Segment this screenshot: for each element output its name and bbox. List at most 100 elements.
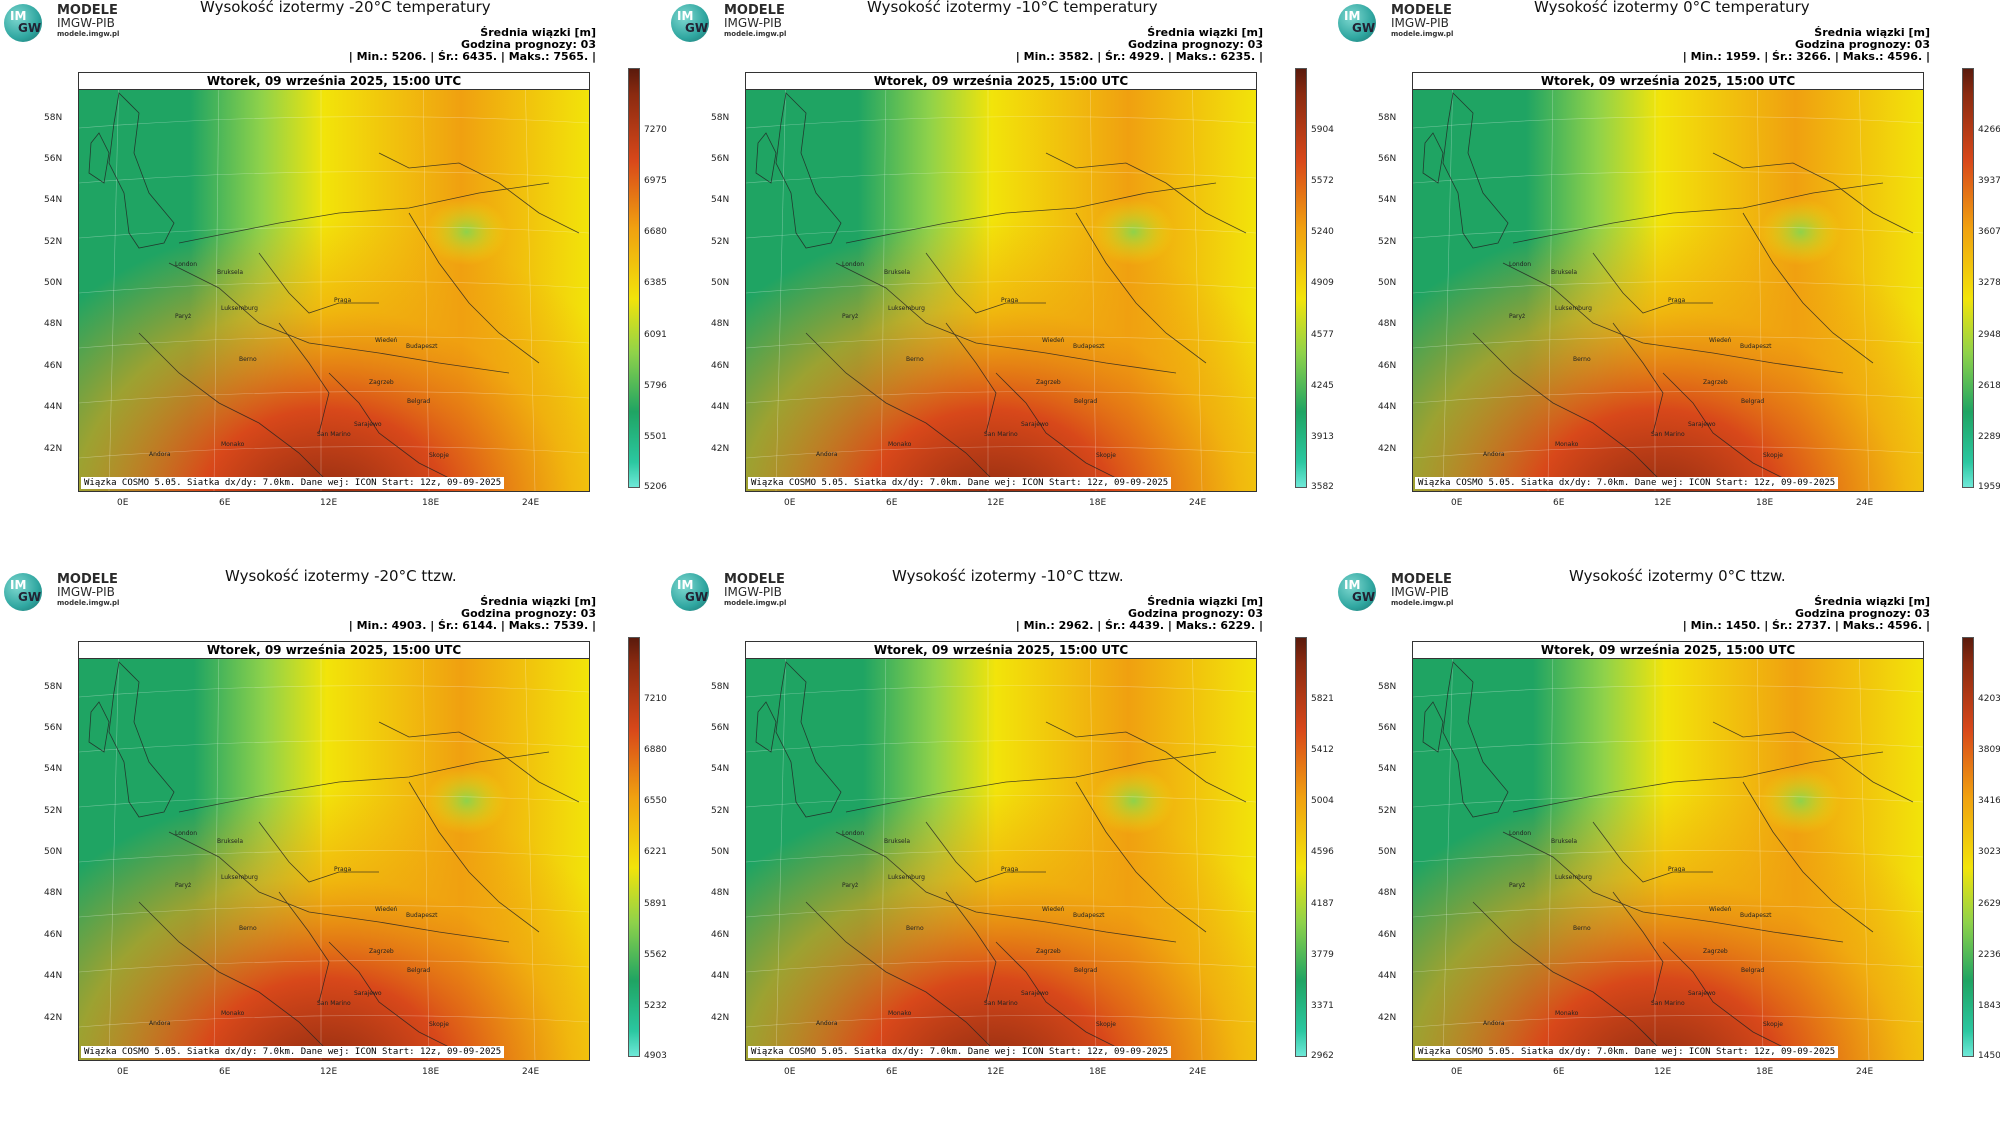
colorbar-tick-label: 7270 bbox=[644, 125, 667, 135]
imgw-logo-mark: IM GW bbox=[4, 4, 42, 42]
city-label: London bbox=[1509, 261, 1531, 268]
city-label: Andora bbox=[1483, 451, 1505, 458]
longitude-label: 12E bbox=[987, 498, 1005, 508]
colorbar-tick-label: 3278 bbox=[1978, 278, 2000, 288]
colorbar-tick-label: 4245 bbox=[1311, 381, 1334, 391]
colorbar-tick-label: 4187 bbox=[1311, 899, 1334, 909]
colorbar-tick-label: 2962 bbox=[1311, 1051, 1334, 1061]
latitude-label: 44N bbox=[1378, 971, 1397, 981]
latitude-label: 58N bbox=[44, 682, 63, 692]
longitude-label: 24E bbox=[522, 498, 540, 508]
forecast-hour: Godzina prognozy: 03 bbox=[1795, 38, 1930, 51]
logo-subtitle: IMGW-PIB bbox=[724, 16, 782, 30]
colorbar bbox=[628, 637, 640, 1057]
imgw-logo[interactable]: IM GW MODELE IMGW-PIB modele.imgw.pl bbox=[1336, 0, 1486, 48]
colorbar-tick-label: 2618 bbox=[1978, 381, 2000, 391]
latitude-label: 52N bbox=[711, 237, 730, 247]
latitude-label: 44N bbox=[44, 402, 63, 412]
stats-subtitle: Średnia wiązki [m] bbox=[1147, 595, 1263, 608]
logo-subtitle: IMGW-PIB bbox=[57, 16, 115, 30]
city-label: Sarajewo bbox=[1021, 421, 1049, 428]
logo-mark-top: IM bbox=[1344, 9, 1361, 23]
latitude-label: 56N bbox=[711, 723, 730, 733]
forecast-map[interactable]: Wtorek, 09 września 2025, 15:00 UTC Londo… bbox=[78, 641, 590, 1061]
min-mean-max: | Min.: 2962. | Śr.: 4439. | Maks.: 6229… bbox=[1015, 619, 1263, 632]
colorbar-tick-label: 5572 bbox=[1311, 176, 1334, 186]
latitude-label: 52N bbox=[711, 806, 730, 816]
longitude-label: 18E bbox=[1089, 498, 1107, 508]
colorbar-tick-label: 6385 bbox=[644, 278, 667, 288]
city-label: Zagrzeb bbox=[369, 948, 394, 955]
city-label: Budapeszt bbox=[406, 343, 438, 350]
longitude-label: 18E bbox=[1756, 498, 1774, 508]
longitude-label: 6E bbox=[886, 498, 898, 508]
colorbar-tick-label: 3779 bbox=[1311, 950, 1334, 960]
city-label: Berno bbox=[239, 356, 257, 363]
imgw-logo[interactable]: IM GW MODELE IMGW-PIB modele.imgw.pl bbox=[669, 0, 819, 48]
logo-title: MODELE bbox=[57, 572, 118, 587]
imgw-logo[interactable]: IM GW MODELE IMGW-PIB modele.imgw.pl bbox=[2, 0, 152, 48]
latitude-label: 54N bbox=[711, 764, 730, 774]
colorbar-tick-label: 6550 bbox=[644, 796, 667, 806]
forecast-map[interactable]: Wtorek, 09 września 2025, 15:00 UTC Londo… bbox=[78, 72, 590, 492]
city-label: Bruksela bbox=[1551, 838, 1578, 845]
colorbar-tick-label: 3416 bbox=[1978, 796, 2000, 806]
valid-time-bar: Wtorek, 09 września 2025, 15:00 UTC bbox=[1413, 73, 1923, 90]
valid-time-bar: Wtorek, 09 września 2025, 15:00 UTC bbox=[746, 73, 1256, 90]
valid-time-bar: Wtorek, 09 września 2025, 15:00 UTC bbox=[79, 73, 589, 90]
logo-subtitle: IMGW-PIB bbox=[1391, 585, 1449, 599]
colorbar-tick-label: 4596 bbox=[1311, 847, 1334, 857]
panel-title: Wysokość izotermy -10°C ttzw. bbox=[892, 567, 1124, 585]
imgw-logo[interactable]: IM GW MODELE IMGW-PIB modele.imgw.pl bbox=[2, 569, 152, 617]
latitude-label: 58N bbox=[711, 682, 730, 692]
city-label: Bruksela bbox=[884, 269, 911, 276]
colorbar-tick-label: 2289 bbox=[1978, 432, 2000, 442]
stats-subtitle: Średnia wiązki [m] bbox=[1147, 26, 1263, 39]
logo-url: modele.imgw.pl bbox=[57, 599, 120, 607]
city-label: Monako bbox=[221, 1010, 245, 1017]
city-label: Monako bbox=[1555, 1010, 1579, 1017]
city-label: Andora bbox=[149, 451, 171, 458]
city-label: Belgrad bbox=[1741, 967, 1765, 974]
logo-mark-top: IM bbox=[677, 9, 694, 23]
logo-url: modele.imgw.pl bbox=[1391, 30, 1454, 38]
imgw-logo[interactable]: IM GW MODELE IMGW-PIB modele.imgw.pl bbox=[1336, 569, 1486, 617]
city-label: Zagrzeb bbox=[1703, 948, 1728, 955]
latitude-label: 42N bbox=[44, 444, 63, 454]
latitude-label: 50N bbox=[711, 847, 730, 857]
latitude-label: 46N bbox=[711, 361, 730, 371]
latitude-label: 56N bbox=[44, 154, 63, 164]
city-label: Monako bbox=[888, 1010, 912, 1017]
latitude-label: 54N bbox=[1378, 764, 1397, 774]
logo-mark-bottom: GW bbox=[685, 590, 709, 604]
forecast-map[interactable]: Wtorek, 09 września 2025, 15:00 UTC Londo… bbox=[1412, 72, 1924, 492]
forecast-map[interactable]: Wtorek, 09 września 2025, 15:00 UTC Londo… bbox=[1412, 641, 1924, 1061]
latitude-label: 56N bbox=[1378, 723, 1397, 733]
city-label: Andora bbox=[816, 1020, 838, 1027]
panel-title: Wysokość izotermy -20°C temperatury bbox=[200, 0, 491, 16]
latitude-label: 46N bbox=[711, 930, 730, 940]
min-mean-max: | Min.: 3582. | Śr.: 4929. | Maks.: 6235… bbox=[1015, 50, 1263, 63]
colorbar-tick-label: 5501 bbox=[644, 432, 667, 442]
min-mean-max: | Min.: 5206. | Śr.: 6435. | Maks.: 7565… bbox=[348, 50, 596, 63]
colorbar bbox=[1962, 637, 1974, 1057]
city-label: Sarajewo bbox=[1688, 421, 1716, 428]
stats-subtitle: Średnia wiązki [m] bbox=[1814, 595, 1930, 608]
colorbar-tick-label: 6091 bbox=[644, 330, 667, 340]
latitude-label: 58N bbox=[44, 113, 63, 123]
stats-block: Średnia wiązki [m] Godzina prognozy: 03 | … bbox=[1016, 596, 1263, 632]
latitude-label: 54N bbox=[711, 195, 730, 205]
map-field bbox=[746, 642, 1256, 1060]
city-label: Wiedeń bbox=[375, 906, 398, 913]
colorbar-tick-label: 3937 bbox=[1978, 176, 2000, 186]
latitude-label: 56N bbox=[711, 154, 730, 164]
latitude-label: 58N bbox=[711, 113, 730, 123]
city-label: Sarajewo bbox=[354, 421, 382, 428]
valid-time-bar: Wtorek, 09 września 2025, 15:00 UTC bbox=[746, 642, 1256, 659]
imgw-logo[interactable]: IM GW MODELE IMGW-PIB modele.imgw.pl bbox=[669, 569, 819, 617]
colorbar-tick-label: 3023 bbox=[1978, 847, 2000, 857]
forecast-map[interactable]: Wtorek, 09 września 2025, 15:00 UTC Londo… bbox=[745, 641, 1257, 1061]
logo-title: MODELE bbox=[1391, 3, 1452, 18]
forecast-map[interactable]: Wtorek, 09 września 2025, 15:00 UTC Londo… bbox=[745, 72, 1257, 492]
longitude-label: 0E bbox=[784, 1067, 796, 1077]
